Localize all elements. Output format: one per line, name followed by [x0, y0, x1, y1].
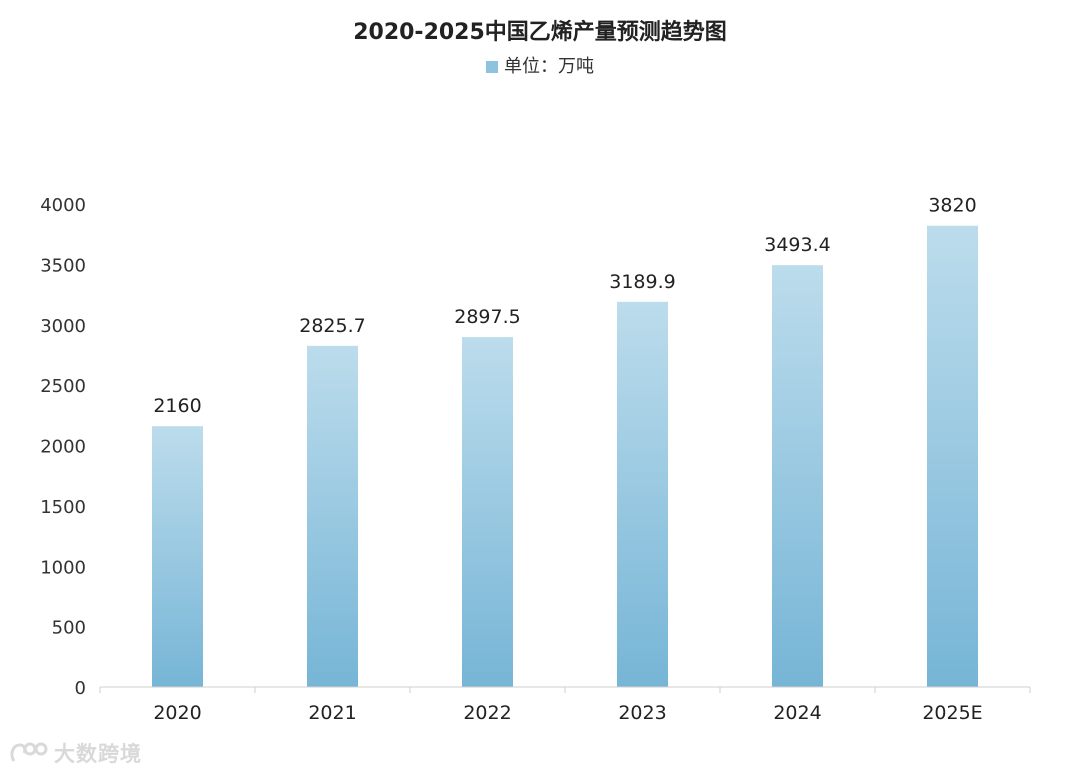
x-tick-label: 2021 — [308, 702, 356, 724]
watermark: 大数跨境 — [8, 738, 142, 768]
y-axis-ticks: 0 500 1000 1500 2000 2500 3000 3500 4000 — [40, 195, 86, 699]
bar — [462, 337, 513, 687]
y-tick-label: 2000 — [40, 437, 86, 458]
x-tick-label: 2022 — [463, 702, 511, 724]
data-label: 2160 — [153, 395, 201, 417]
chart-title: 2020-2025中国乙烯产量预测趋势图 — [353, 20, 727, 45]
y-tick-label: 4000 — [40, 195, 86, 216]
y-tick-label: 500 — [52, 618, 86, 639]
bars: 2160 2825.7 2897.5 3189.9 3493.4 3820 — [152, 195, 978, 688]
legend-swatch — [486, 61, 498, 73]
data-label: 3493.4 — [764, 234, 830, 256]
bar — [307, 345, 358, 687]
x-tick-label: 2020 — [153, 702, 201, 724]
y-tick-label: 3000 — [40, 316, 86, 337]
legend-label: 单位：万吨 — [504, 56, 594, 77]
y-tick-label: 2500 — [40, 376, 86, 397]
y-tick-label: 1000 — [40, 557, 86, 578]
y-tick-label: 1500 — [40, 497, 86, 518]
data-label: 3820 — [928, 195, 976, 217]
data-label: 3189.9 — [609, 271, 675, 293]
dashuju-logo-icon — [10, 742, 48, 762]
chart-legend: 单位：万吨 — [0, 52, 1080, 78]
bar — [927, 225, 978, 688]
x-tick-label: 2024 — [773, 702, 821, 724]
y-tick-label: 3500 — [40, 255, 86, 276]
bar — [772, 265, 823, 687]
x-tick-label: 2025E — [922, 702, 982, 724]
watermark-text: 大数跨境 — [54, 742, 142, 766]
data-label: 2825.7 — [299, 315, 365, 337]
data-label: 2897.5 — [454, 306, 520, 328]
y-tick-label: 0 — [75, 678, 86, 699]
bar — [617, 301, 668, 687]
x-axis: 2020 2021 2022 2023 2024 2025E — [99, 686, 1031, 724]
bar — [152, 426, 203, 687]
x-tick-label: 2023 — [618, 702, 666, 724]
